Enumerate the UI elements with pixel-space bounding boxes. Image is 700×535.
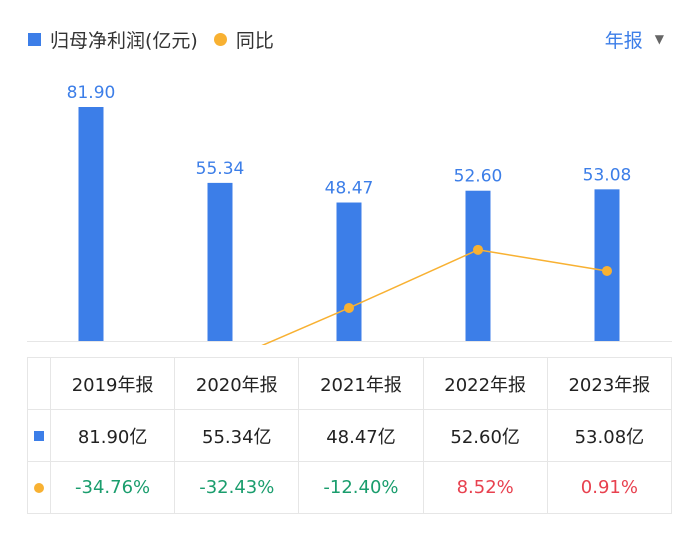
bar-value-label: 52.60	[454, 167, 503, 187]
caret-down-icon: ▼	[654, 32, 664, 46]
square-marker-icon	[34, 431, 44, 441]
bar-mark	[207, 182, 233, 341]
bar-value-label: 81.90	[67, 83, 116, 103]
yoy-row: -34.76% -32.43% -12.40% 8.52% 0.91%	[27, 461, 673, 514]
bar-value-label: 48.47	[325, 179, 374, 199]
yoy-cell: 0.91%	[546, 461, 673, 514]
table-header-row: 2019年报 2020年报 2021年报 2022年报 2023年报	[27, 357, 673, 410]
profit-cell: 48.47亿	[298, 409, 424, 462]
legend-item-yoy[interactable]: 同比	[213, 26, 274, 53]
yoy-point	[344, 302, 354, 313]
profit-cell: 53.08亿	[546, 409, 673, 462]
bar-legend-swatch	[28, 32, 41, 46]
header-cell: 2023年报	[546, 357, 673, 410]
chart-legend: 归母净利润(亿元) 同比	[28, 24, 290, 54]
yoy-cell: 8.52%	[422, 461, 548, 514]
profit-row-marker	[27, 409, 51, 462]
header-cell: 2021年报	[298, 357, 424, 410]
header-cell: 2020年报	[174, 357, 300, 410]
bar-mark	[78, 107, 104, 341]
dot-marker-icon	[34, 483, 44, 493]
yoy-cell: -34.76%	[49, 461, 176, 514]
bar-mark	[594, 189, 620, 341]
header-cell: 2022年报	[422, 357, 548, 410]
profit-cell: 52.60亿	[422, 409, 548, 462]
profit-chart: 81.90 55.34 48.47 52.60 53.08	[27, 83, 672, 345]
period-selector-label: 年报	[604, 29, 643, 52]
yoy-row-marker	[27, 461, 51, 514]
legend-profit-label: 归母净利润(亿元)	[50, 29, 198, 52]
profit-cell: 55.34亿	[174, 409, 300, 462]
bar-mark	[336, 202, 362, 341]
yoy-cell: -32.43%	[174, 461, 300, 514]
yoy-point	[473, 244, 483, 255]
line-legend-swatch	[213, 32, 227, 46]
legend-yoy-label: 同比	[235, 29, 274, 52]
yoy-point	[602, 265, 612, 276]
profit-row: 81.90亿 55.34亿 48.47亿 52.60亿 53.08亿	[27, 409, 673, 462]
bar-value-label: 53.08	[583, 165, 632, 185]
bar-value-label: 55.34	[196, 159, 245, 179]
header-cell: 2019年报	[49, 357, 176, 410]
data-table: 2019年报 2020年报 2021年报 2022年报 2023年报 81.90…	[27, 357, 673, 514]
yoy-cell: -12.40%	[298, 461, 424, 514]
legend-item-profit[interactable]: 归母净利润(亿元)	[28, 26, 198, 53]
header-corner-cell	[27, 357, 51, 410]
period-selector[interactable]: 年报 ▼	[605, 24, 664, 54]
bar-mark	[465, 190, 491, 341]
profit-cell: 81.90亿	[49, 409, 176, 462]
